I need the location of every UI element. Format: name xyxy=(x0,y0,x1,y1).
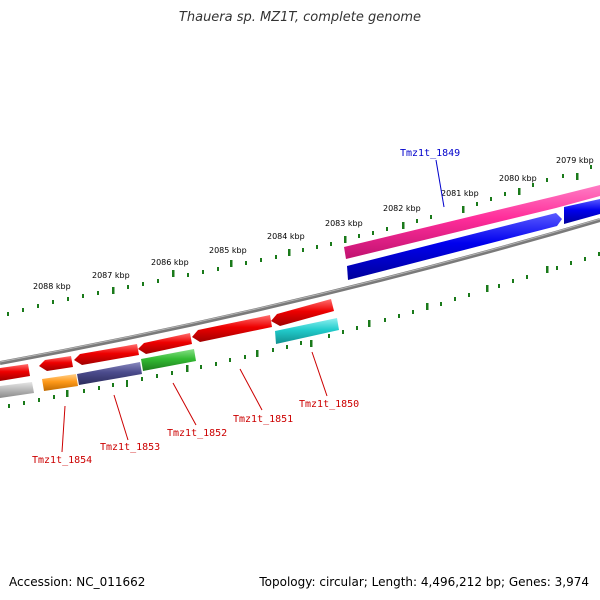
kbp-label-2085: 2085 kbp xyxy=(209,246,247,255)
gene-red-1854 xyxy=(39,356,73,371)
leader-1854 xyxy=(61,405,66,453)
leader-1849 xyxy=(435,159,445,208)
kbp-scale-labels: 2088 kbp 2087 kbp 2086 kbp 2085 kbp 2084… xyxy=(33,156,594,291)
leader-1853 xyxy=(113,394,129,441)
gene-label-1854: Tmz1t_1854 xyxy=(32,455,92,466)
label-leader-lines xyxy=(61,159,445,453)
gene-red-1852 xyxy=(138,333,192,354)
gene-purple xyxy=(77,362,142,385)
map-title: Thauera sp. MZ1T, complete genome xyxy=(178,10,422,25)
gene-red-left xyxy=(0,364,30,381)
gene-cyan xyxy=(275,318,339,344)
kbp-label-2079: 2079 kbp xyxy=(556,156,594,165)
reverse-strand-row-2 xyxy=(0,318,339,398)
reverse-strand-genes xyxy=(0,299,334,381)
gene-red-1853 xyxy=(74,344,139,365)
kbp-label-2087: 2087 kbp xyxy=(92,271,130,280)
forward-strand-genes xyxy=(344,185,600,280)
accession-text: Accession: NC_011662 xyxy=(9,575,146,589)
leader-1852 xyxy=(172,382,197,426)
gene-label-1851: Tmz1t_1851 xyxy=(233,414,293,425)
inner-tick-ring xyxy=(8,252,600,408)
kbp-label-2082: 2082 kbp xyxy=(383,204,421,213)
gene-label-1850: Tmz1t_1850 xyxy=(299,399,359,410)
kbp-label-2080: 2080 kbp xyxy=(499,174,537,183)
gene-red-1851 xyxy=(192,315,272,342)
outer-tick-ring xyxy=(7,165,592,316)
genome-summary-text: Topology: circular; Length: 4,496,212 bp… xyxy=(259,575,589,589)
kbp-label-2084: 2084 kbp xyxy=(267,232,305,241)
genome-backbone xyxy=(0,218,600,365)
kbp-label-2086: 2086 kbp xyxy=(151,258,189,267)
gene-label-1853: Tmz1t_1853 xyxy=(100,442,160,453)
gene-label-1849: Tmz1t_1849 xyxy=(400,148,460,159)
gene-green xyxy=(141,349,196,371)
gene-red-1850 xyxy=(271,299,334,326)
gene-label-1852: Tmz1t_1852 xyxy=(167,428,227,439)
gene-blue-2 xyxy=(564,199,600,224)
kbp-label-2088: 2088 kbp xyxy=(33,282,71,291)
kbp-label-2083: 2083 kbp xyxy=(325,219,363,228)
kbp-label-2081: 2081 kbp xyxy=(441,189,479,198)
gene-grey xyxy=(0,382,34,398)
leader-1850 xyxy=(311,351,328,397)
gene-pink xyxy=(344,185,600,259)
gene-blue xyxy=(347,213,562,280)
gene-labels: Tmz1t_1849 Tmz1t_1850 Tmz1t_1851 Tmz1t_1… xyxy=(32,148,460,466)
gene-orange xyxy=(42,374,78,391)
leader-1851 xyxy=(239,368,263,411)
